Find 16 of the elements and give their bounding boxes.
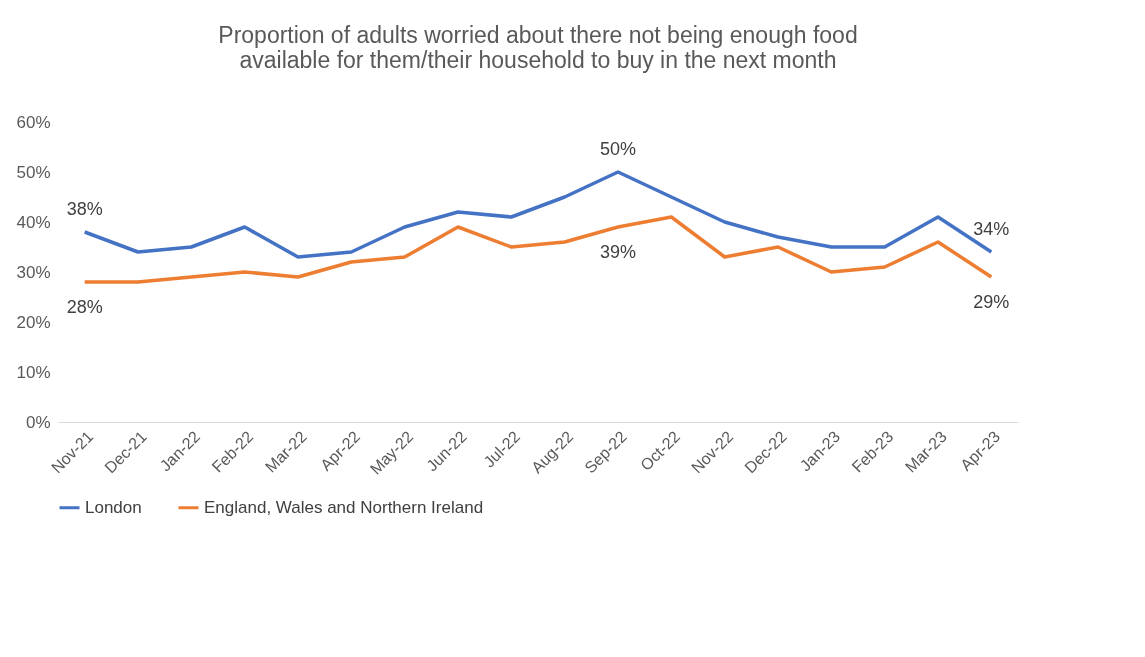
data-label: 28% [66, 297, 103, 317]
y-tick-label: 0% [25, 412, 51, 432]
data-label: 39% [599, 242, 637, 262]
chart-title: Proportion of adults worried about there not being enough food available for them/their household to buy in the next month [218, 22, 858, 73]
data-label: 38% [66, 199, 103, 219]
legend-label: London [85, 497, 142, 517]
y-tick-label: 10% [16, 362, 51, 382]
data-label: 50% [599, 139, 637, 159]
y-tick-label: 20% [16, 312, 51, 332]
data-label: 29% [973, 292, 1010, 312]
y-tick-label: 30% [16, 262, 51, 282]
data-label: 34% [973, 219, 1010, 239]
y-tick-label: 50% [16, 162, 51, 182]
y-tick-label: 60% [16, 112, 51, 132]
legend-label: England, Wales and Northern Ireland [204, 497, 484, 517]
y-tick-label: 40% [16, 212, 51, 232]
